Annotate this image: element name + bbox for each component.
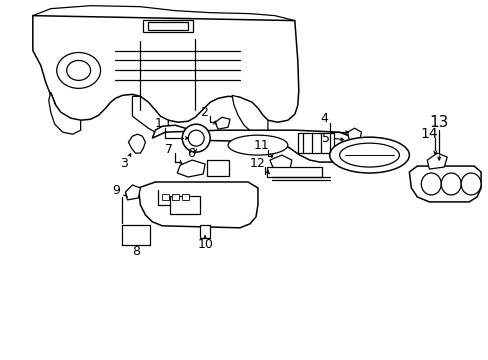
- Bar: [200, 225, 210, 238]
- Bar: [207, 160, 228, 176]
- Ellipse shape: [182, 124, 210, 152]
- Polygon shape: [49, 92, 81, 134]
- Polygon shape: [152, 125, 354, 162]
- Bar: [171, 194, 179, 200]
- Polygon shape: [125, 185, 140, 200]
- Text: 7: 7: [165, 143, 173, 156]
- Text: 14: 14: [420, 127, 437, 141]
- Text: 2: 2: [200, 106, 208, 119]
- Ellipse shape: [440, 173, 460, 195]
- Text: 5: 5: [321, 132, 329, 145]
- Bar: [297, 133, 333, 153]
- Bar: [162, 194, 168, 200]
- Ellipse shape: [421, 173, 440, 195]
- Bar: [143, 20, 193, 32]
- Text: 9: 9: [112, 184, 120, 197]
- Polygon shape: [215, 117, 229, 129]
- Polygon shape: [408, 166, 480, 202]
- Bar: [170, 196, 200, 214]
- Polygon shape: [138, 182, 258, 228]
- Polygon shape: [33, 15, 298, 122]
- Bar: [267, 167, 322, 177]
- Polygon shape: [347, 128, 361, 142]
- Ellipse shape: [66, 60, 90, 80]
- Ellipse shape: [339, 143, 399, 167]
- Ellipse shape: [57, 53, 101, 88]
- Ellipse shape: [227, 135, 287, 155]
- Text: 4: 4: [320, 112, 328, 125]
- Text: 6: 6: [187, 147, 195, 159]
- Ellipse shape: [460, 173, 480, 195]
- Text: 11: 11: [254, 139, 269, 152]
- Text: 13: 13: [428, 115, 448, 130]
- Text: 10: 10: [197, 238, 213, 251]
- Bar: [182, 194, 188, 200]
- Polygon shape: [177, 160, 205, 177]
- Text: 3: 3: [120, 157, 128, 170]
- Polygon shape: [269, 155, 291, 172]
- Polygon shape: [128, 134, 145, 153]
- Polygon shape: [232, 95, 267, 134]
- Ellipse shape: [329, 137, 408, 173]
- Ellipse shape: [188, 130, 203, 146]
- Text: 12: 12: [249, 157, 265, 170]
- Text: 8: 8: [132, 245, 140, 258]
- Bar: [148, 22, 188, 30]
- Polygon shape: [427, 153, 447, 169]
- Polygon shape: [132, 96, 168, 132]
- Text: 1: 1: [154, 117, 162, 130]
